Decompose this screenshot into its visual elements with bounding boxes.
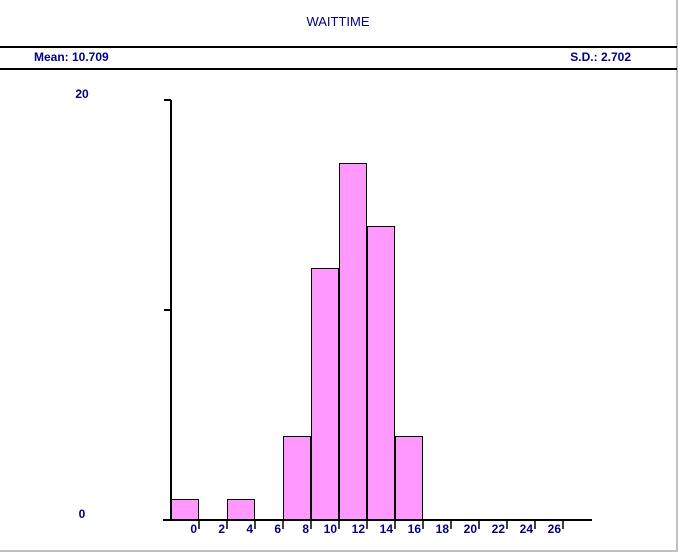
x-tick-label: 18: [436, 522, 450, 536]
chart-title: WAITTIME: [306, 14, 370, 29]
x-tick-label: 24: [520, 522, 534, 536]
histogram-bar: [367, 226, 395, 521]
x-tick-label: 6: [274, 522, 281, 536]
y-tick-label: 0: [79, 507, 86, 521]
x-tick-label: 12: [352, 522, 366, 536]
histogram-bar: [339, 163, 367, 521]
histogram-bar: [283, 436, 311, 521]
x-tick-label: 22: [492, 522, 506, 536]
x-tick-label: 0: [190, 522, 197, 536]
sd-label: S.D.: 2.702: [570, 50, 631, 64]
histogram-bar: [311, 268, 339, 521]
x-tick-label: 2: [218, 522, 225, 536]
x-tick-label: 8: [302, 522, 309, 536]
y-tick-label: 20: [75, 87, 89, 101]
x-tick-label: 4: [246, 522, 253, 536]
histogram-bar: [227, 499, 255, 521]
x-tick-label: 20: [464, 522, 478, 536]
histogram-bar: [395, 436, 423, 521]
x-tick-label: 26: [548, 522, 562, 536]
x-tick-label: 16: [408, 522, 422, 536]
x-tick-label: 10: [324, 522, 338, 536]
x-tick-label: 14: [380, 522, 394, 536]
stats-bar: Mean: 10.709 S.D.: 2.702: [0, 46, 677, 70]
histogram-bar: [171, 499, 199, 521]
mean-label: Mean: 10.709: [34, 50, 109, 64]
